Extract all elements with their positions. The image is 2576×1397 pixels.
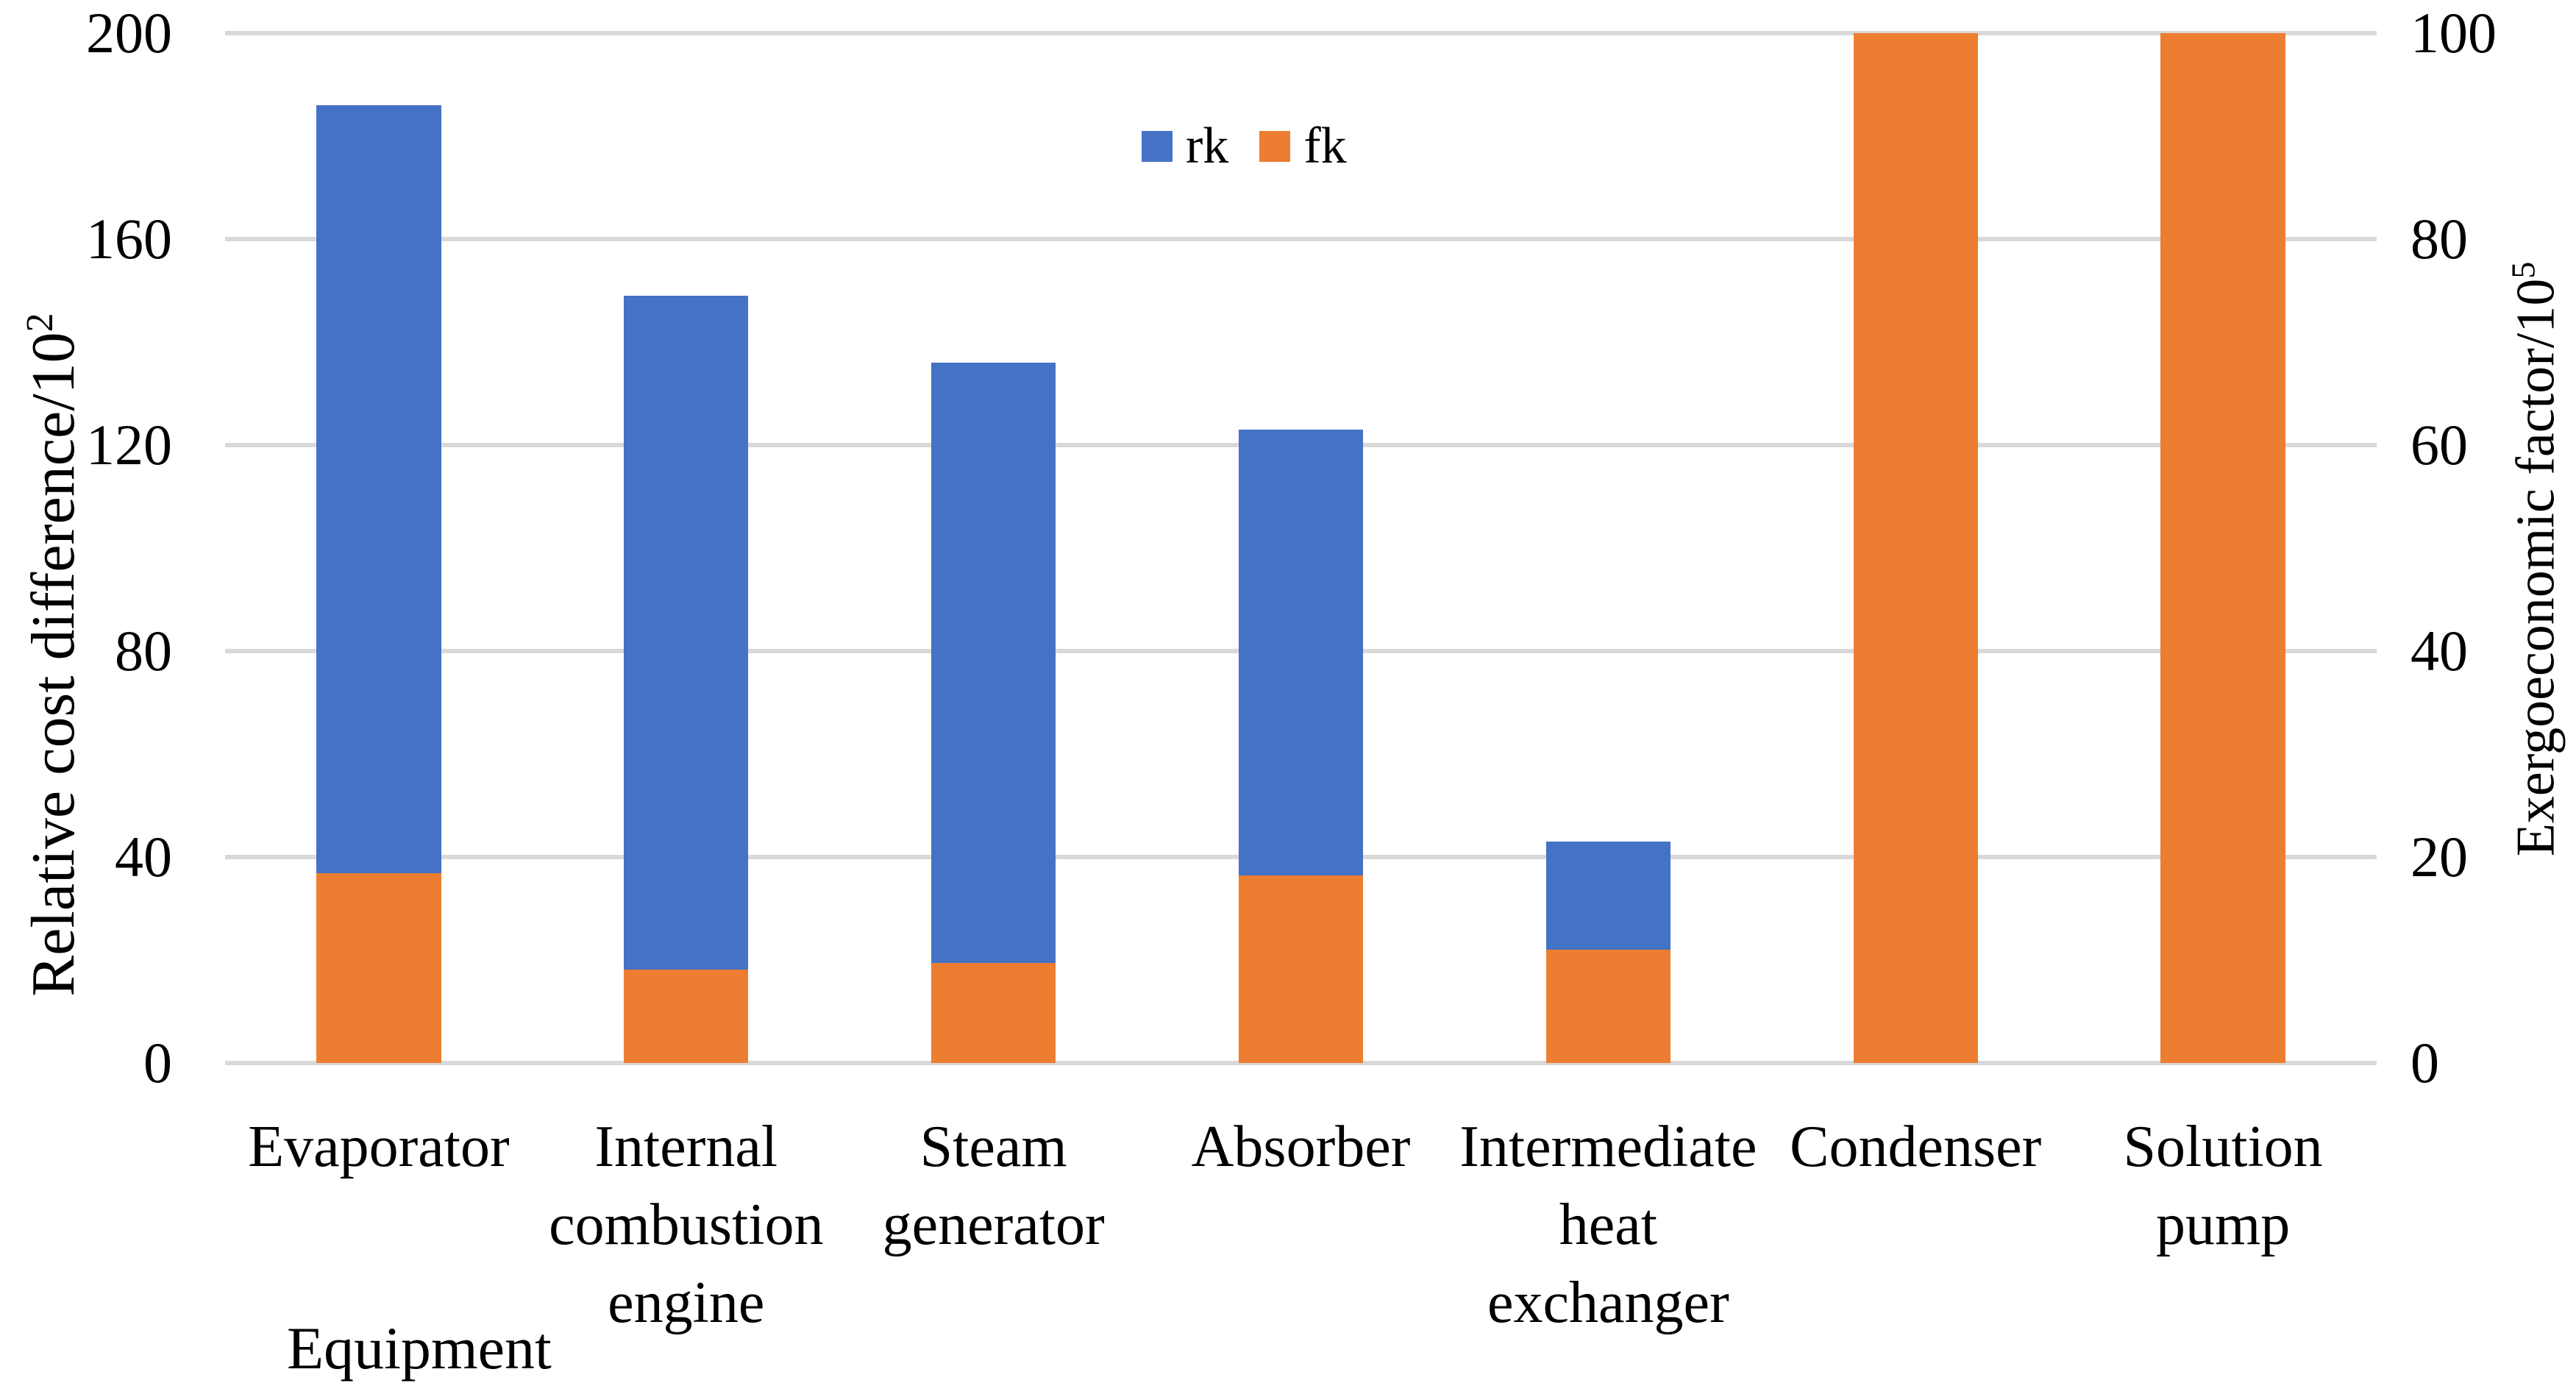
right-axis-title-superscript: 5 — [2504, 261, 2542, 279]
category-label-internal-combustion-engine: Internal combustion engine — [533, 1108, 840, 1342]
legend-swatch-rk — [1142, 131, 1173, 162]
right-axis-title: Exergoeconomic factor/105 — [2504, 261, 2566, 857]
category-label-line: Condenser — [1790, 1115, 2042, 1179]
category-label-line: engine — [608, 1270, 765, 1335]
category-label-line: Absorber — [1191, 1115, 1411, 1179]
category-slot-2 — [840, 33, 1148, 1063]
right-axis-tick-label: 80 — [2410, 207, 2468, 271]
fk-bar-internal-combustion-engine — [624, 969, 749, 1063]
right-axis-tick-label: 60 — [2410, 413, 2468, 477]
category-label-solution-pump: Solution pump — [2069, 1108, 2377, 1342]
category-label-line: heat — [1559, 1192, 1657, 1257]
category-label-line: Intermediate — [1459, 1115, 1757, 1179]
left-axis-tick-label: 0 — [143, 1031, 172, 1095]
left-axis-tick-label: 40 — [115, 825, 172, 889]
left-axis-title-superscript: 2 — [19, 313, 61, 333]
legend-swatch-fk — [1259, 131, 1291, 162]
category-slot-0 — [225, 33, 533, 1063]
right-axis-tick-label: 100 — [2410, 1, 2497, 65]
category-slot-3 — [1148, 33, 1455, 1063]
fk-bar-absorber — [1238, 875, 1364, 1063]
legend: rk fk — [1142, 121, 1347, 172]
fk-bar-solution-pump — [2160, 33, 2285, 1063]
category-label-evaporator: Evaporator — [225, 1108, 533, 1342]
category-label-condenser: Condenser — [1762, 1108, 2069, 1342]
rk-bar-steam-generator — [931, 363, 1056, 1063]
left-axis-title-text: Relative cost difference/10 — [19, 332, 88, 997]
right-axis-title-text: Exergoeconomic factor/10 — [2505, 278, 2566, 857]
category-label-line: generator — [882, 1192, 1105, 1257]
left-axis-tick-label: 200 — [86, 1, 172, 65]
category-label-intermediate-heat-exchanger: Intermediate heat exchanger — [1454, 1108, 1762, 1342]
left-axis-tick-label: 160 — [86, 207, 172, 271]
gridline-0 — [225, 1061, 2377, 1065]
category-label-line: Evaporator — [248, 1115, 510, 1179]
right-axis-tick-label: 40 — [2410, 619, 2468, 683]
category-slot-6 — [2069, 33, 2377, 1063]
legend-entry-fk: fk — [1259, 118, 1347, 174]
left-axis-tick-label: 80 — [115, 619, 172, 683]
gridline-160 — [225, 237, 2377, 241]
x-axis-category-labels: Evaporator Internal combustion engine Steam g… — [225, 1108, 2377, 1342]
category-label-line: Internal — [594, 1115, 778, 1179]
legend-label-fk: fk — [1303, 118, 1347, 174]
x-axis-title: Equipment — [287, 1315, 552, 1382]
rk-bar-internal-combustion-engine — [624, 296, 749, 1063]
category-label-line: pump — [2155, 1192, 2291, 1257]
category-slot-1 — [533, 33, 840, 1063]
fk-bar-intermediate-heat-exchanger — [1545, 950, 1671, 1063]
category-slot-4 — [1454, 33, 1762, 1063]
left-axis-title: Relative cost difference/102 — [19, 313, 88, 997]
legend-label-rk: rk — [1186, 118, 1229, 174]
right-axis-tick-label: 0 — [2410, 1031, 2439, 1095]
right-axis-tick-label: 20 — [2410, 825, 2468, 889]
category-label-absorber: Absorber — [1148, 1108, 1455, 1342]
category-label-line: Steam — [919, 1115, 1067, 1179]
bars-area — [225, 33, 2377, 1063]
fk-bar-condenser — [1853, 33, 1978, 1063]
category-label-line: combustion — [549, 1192, 824, 1257]
category-label-steam-generator: Steam generator — [840, 1108, 1148, 1342]
fk-bar-steam-generator — [931, 963, 1056, 1063]
plot-area — [225, 31, 2377, 1065]
gridline-200 — [225, 31, 2377, 35]
legend-entry-rk: rk — [1142, 121, 1228, 172]
category-label-line: Solution — [2123, 1115, 2323, 1179]
category-slot-5 — [1762, 33, 2069, 1063]
left-axis-tick-label: 120 — [86, 413, 172, 477]
category-label-line: exchanger — [1487, 1270, 1729, 1335]
fk-bar-evaporator — [316, 873, 441, 1063]
